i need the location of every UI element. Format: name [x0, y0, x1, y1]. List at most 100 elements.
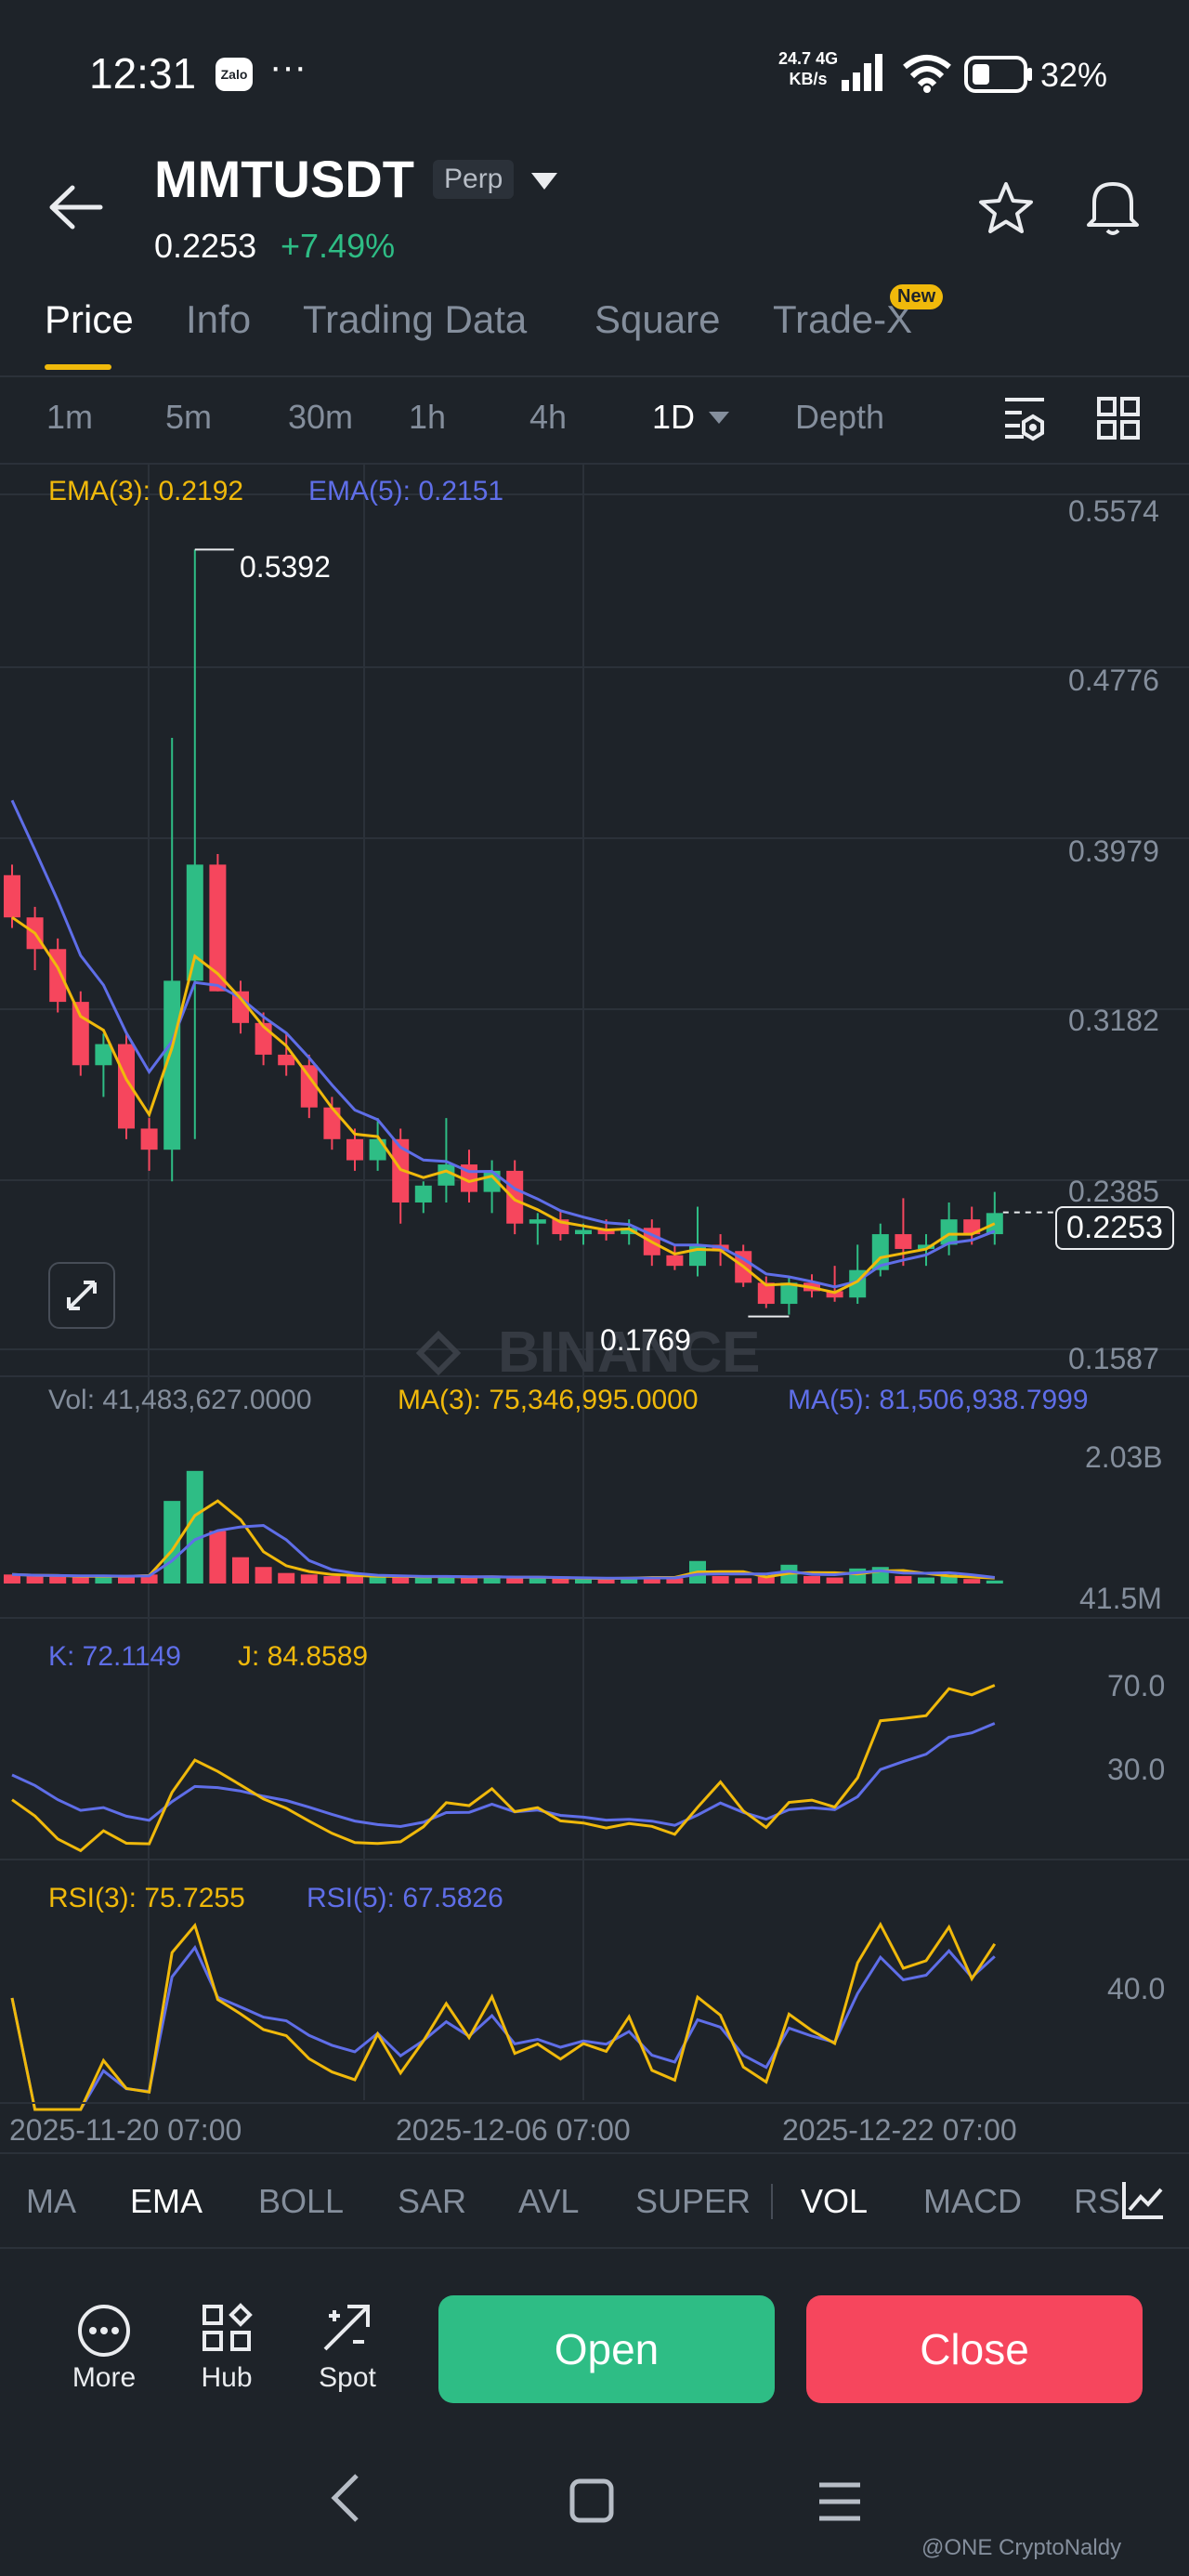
indicator-settings-icon[interactable]	[1120, 2178, 1167, 2221]
system-navigation-bar	[0, 2435, 1189, 2576]
volume-bar	[918, 1577, 934, 1584]
candle-body	[232, 991, 249, 1023]
hub-button[interactable]: Hub	[180, 2303, 273, 2394]
rsi3-legend: RSI(3): 75.7255	[48, 1883, 245, 1913]
kdj-k-line	[11, 1722, 996, 1829]
system-back-icon[interactable]	[327, 2472, 364, 2524]
system-home-icon[interactable]	[568, 2477, 617, 2526]
timeframe-5m[interactable]: 5m	[165, 398, 213, 436]
expand-icon	[67, 1281, 97, 1310]
price-change-percent: +7.49%	[281, 227, 396, 265]
volume-divider	[0, 1375, 1189, 1377]
rsi5-legend: RSI(5): 67.5826	[307, 1883, 503, 1913]
tab-price[interactable]: Price	[45, 297, 134, 341]
indicator-tab-sar[interactable]: SAR	[398, 2182, 467, 2220]
layout-grid-icon[interactable]	[1096, 396, 1141, 440]
volume-bar	[757, 1576, 775, 1584]
ema-lines	[10, 799, 996, 1295]
indicator-tab-ma[interactable]: MA	[26, 2182, 76, 2220]
timeframe-dropdown-icon[interactable]	[708, 411, 730, 426]
symbol-title[interactable]: MMTUSDT	[154, 150, 414, 208]
volume-bar	[346, 1575, 363, 1584]
timeframe-depth[interactable]: Depth	[795, 398, 885, 436]
indicator-tab-rsi[interactable]: RS	[1074, 2182, 1121, 2220]
candle-body	[323, 1107, 341, 1139]
rsi-axis-label: 40.0	[1107, 1972, 1166, 2005]
timeframe-1m[interactable]: 1m	[46, 398, 94, 436]
more-icon	[78, 2305, 130, 2357]
volume-bar	[392, 1575, 410, 1584]
indicator-tabs-bottom-divider	[0, 2247, 1189, 2249]
volume-bar	[529, 1577, 546, 1584]
candle-body	[300, 1065, 318, 1108]
timeframe-30m[interactable]: 30m	[288, 398, 354, 436]
indicator-tab-ema[interactable]: EMA	[130, 2182, 203, 2220]
volume-ma3-legend: MA(3): 75,346,995.0000	[398, 1385, 699, 1415]
spot-button[interactable]: Spot	[301, 2303, 394, 2394]
favorite-star-icon[interactable]	[977, 180, 1035, 236]
more-button[interactable]: More	[58, 2303, 150, 2394]
timeframe-4h[interactable]: 4h	[529, 398, 568, 436]
net-type: 4G	[816, 49, 839, 68]
ema3-legend: EMA(3): 0.2192	[48, 476, 244, 506]
volume-bar	[506, 1577, 524, 1584]
system-menu-icon[interactable]	[817, 2479, 862, 2524]
kdj-j-line	[11, 1684, 996, 1853]
spot-icon	[323, 2305, 370, 2351]
candle-body	[689, 1244, 706, 1267]
volume-bars	[4, 1470, 1003, 1584]
candle-body	[918, 1244, 934, 1249]
new-badge: New	[890, 284, 944, 309]
candle-body	[438, 1164, 455, 1186]
candle-body	[414, 1185, 432, 1203]
signal-icon	[842, 54, 882, 91]
indicator-tab-avl[interactable]: AVL	[518, 2182, 580, 2220]
timeframe-1d[interactable]: 1D	[652, 398, 696, 436]
battery-percentage: 32%	[1040, 56, 1108, 94]
kdj-j-legend: J: 84.8589	[238, 1641, 369, 1672]
price-axis-label: 0.3182	[1068, 1004, 1159, 1037]
current-price-tag: 0.2253	[1055, 1206, 1174, 1250]
volume-bar	[438, 1575, 455, 1584]
zalo-notification-icon: Zalo	[216, 58, 253, 91]
ema5-line	[10, 799, 996, 1289]
back-arrow-icon[interactable]	[48, 184, 104, 230]
open-position-button[interactable]: Open	[438, 2295, 775, 2403]
chart-settings-icon[interactable]	[1001, 394, 1048, 442]
volume-bar	[826, 1577, 843, 1584]
candle-body	[529, 1219, 546, 1224]
tab-square[interactable]: Square	[594, 297, 721, 341]
candlestick-chart[interactable]: BINANCE	[0, 465, 1189, 2128]
tab-trading-data[interactable]: Trading Data	[303, 297, 528, 341]
indicator-tab-boll[interactable]: BOLL	[258, 2182, 345, 2220]
volume-bar	[895, 1575, 912, 1584]
price-axis-label: 0.4776	[1068, 664, 1159, 697]
volume-legend: Vol: 41,483,627.0000	[48, 1385, 312, 1415]
indicator-tabs-top-divider	[0, 2152, 1189, 2154]
volume-bar	[552, 1578, 569, 1584]
indicator-tab-vol[interactable]: VOL	[801, 2182, 869, 2220]
price-axis-label: 0.5574	[1068, 494, 1159, 528]
tab-trade-x[interactable]: Trade-X	[773, 297, 913, 341]
x-axis-label: 2025-11-20 07:00	[9, 2113, 242, 2147]
timeframe-1h[interactable]: 1h	[409, 398, 447, 436]
candle-body	[163, 980, 181, 1150]
price-axis-label: 0.3979	[1068, 835, 1159, 868]
volume-bar	[186, 1470, 203, 1584]
indicator-tab-super[interactable]: SUPER	[635, 2182, 751, 2220]
close-position-button[interactable]: Close	[806, 2295, 1143, 2403]
network-speed: 24.7 4G KB/s	[778, 48, 838, 89]
volume-ma3-line	[11, 1499, 995, 1581]
indicator-tab-macd[interactable]: MACD	[923, 2182, 1022, 2220]
volume-bar	[621, 1577, 638, 1584]
fullscreen-button[interactable]	[48, 1262, 115, 1329]
volume-ma5-line	[11, 1523, 995, 1580]
tab-info[interactable]: Info	[186, 297, 252, 341]
chart-grid	[0, 465, 1189, 2100]
candle-body	[72, 1002, 89, 1066]
symbol-dropdown-icon[interactable]	[529, 171, 559, 193]
candle-body	[666, 1255, 684, 1267]
price-alert-bell-icon[interactable]	[1083, 177, 1143, 238]
indicator-tabs-separator	[771, 2184, 773, 2219]
volume-bar	[735, 1578, 752, 1584]
